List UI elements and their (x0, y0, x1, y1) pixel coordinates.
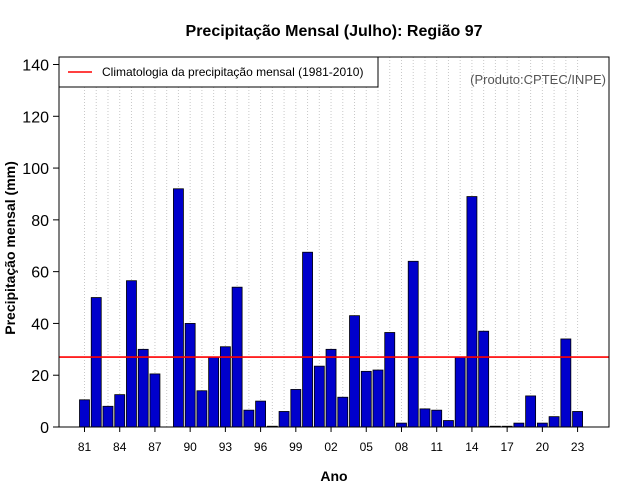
bar-2022 (560, 338, 572, 428)
xtick-label-81: 81 (78, 440, 92, 454)
bar-1991 (196, 390, 208, 428)
xtick-label-11: 11 (430, 440, 443, 454)
bar-2013 (454, 356, 466, 428)
x-axis: 81 84 87 90 93 96 99 02 05 08 11 14 17 20 23 (78, 427, 585, 454)
bar-1985 (126, 280, 137, 428)
ytick-label-60: 60 (31, 265, 49, 282)
bar-1989 (173, 188, 184, 428)
xtick-label-05: 05 (360, 440, 374, 454)
bar-1999 (290, 389, 302, 428)
xtick-label-90: 90 (183, 440, 197, 454)
bar-1981 (79, 399, 90, 428)
bar-2009 (407, 260, 419, 428)
bar-1998 (278, 411, 290, 428)
legend-box (58, 56, 379, 88)
xtick-label-14: 14 (465, 440, 479, 454)
bar-1982 (90, 297, 102, 428)
xtick-label-87: 87 (148, 440, 162, 454)
bar-2002 (325, 348, 337, 428)
legend-label: Climatologia da precipitação mensal (198… (102, 65, 363, 79)
xtick-label-17: 17 (500, 440, 514, 454)
bar-2023 (572, 411, 583, 428)
xtick-label-02: 02 (324, 440, 338, 454)
bars (79, 188, 583, 428)
bar-2007 (384, 332, 396, 428)
xtick-label-96: 96 (254, 440, 268, 454)
xtick-label-20: 20 (536, 440, 550, 454)
chart-title: Precipitação Mensal (Julho): Região 97 (186, 23, 483, 40)
bar-1987 (149, 373, 161, 428)
bar-2020 (536, 422, 548, 428)
bar-2019 (525, 395, 537, 428)
bar-2006 (372, 369, 384, 428)
bar-2011 (431, 409, 443, 428)
bar-2021 (548, 416, 560, 428)
bar-2010 (419, 408, 431, 428)
ytick-label-120: 120 (22, 109, 49, 126)
y-axis: 0 20 40 60 80 100 120 140 (22, 58, 59, 437)
bar-2014 (466, 196, 478, 428)
bar-2005 (360, 370, 372, 428)
xtick-label-93: 93 (219, 440, 233, 454)
xtick-label-84: 84 (113, 440, 127, 454)
ytick-label-80: 80 (31, 213, 49, 230)
xtick-label-08: 08 (395, 440, 409, 454)
x-axis-label: Ano (320, 468, 347, 484)
bar-2018 (513, 422, 525, 428)
bar-1984 (114, 394, 126, 428)
bar-2015 (478, 330, 490, 428)
bar-1995 (243, 409, 255, 428)
bar-1996 (255, 400, 267, 428)
ytick-label-20: 20 (31, 368, 49, 385)
xtick-label-23: 23 (571, 440, 585, 454)
legend: Climatologia da precipitação mensal (198… (58, 56, 379, 88)
ytick-label-140: 140 (22, 58, 49, 75)
ytick-label-0: 0 (40, 420, 49, 437)
y-axis-label: Precipitação mensal (mm) (2, 161, 18, 335)
bar-2003 (337, 396, 349, 428)
bar-2004 (349, 315, 360, 428)
ytick-label-40: 40 (31, 316, 49, 333)
ytick-label-100: 100 (22, 161, 49, 178)
bar-1983 (102, 405, 114, 428)
bar-2001 (313, 365, 325, 428)
credit-text: (Produto:CPTEC/INPE) (470, 72, 606, 87)
bar-2012 (443, 420, 454, 428)
bar-1992 (208, 356, 220, 428)
bar-2000 (302, 251, 313, 428)
xtick-label-99: 99 (289, 440, 303, 454)
bar-1993 (219, 346, 231, 428)
bar-2008 (396, 422, 407, 428)
bar-1986 (137, 348, 149, 428)
bar-1990 (184, 323, 196, 428)
